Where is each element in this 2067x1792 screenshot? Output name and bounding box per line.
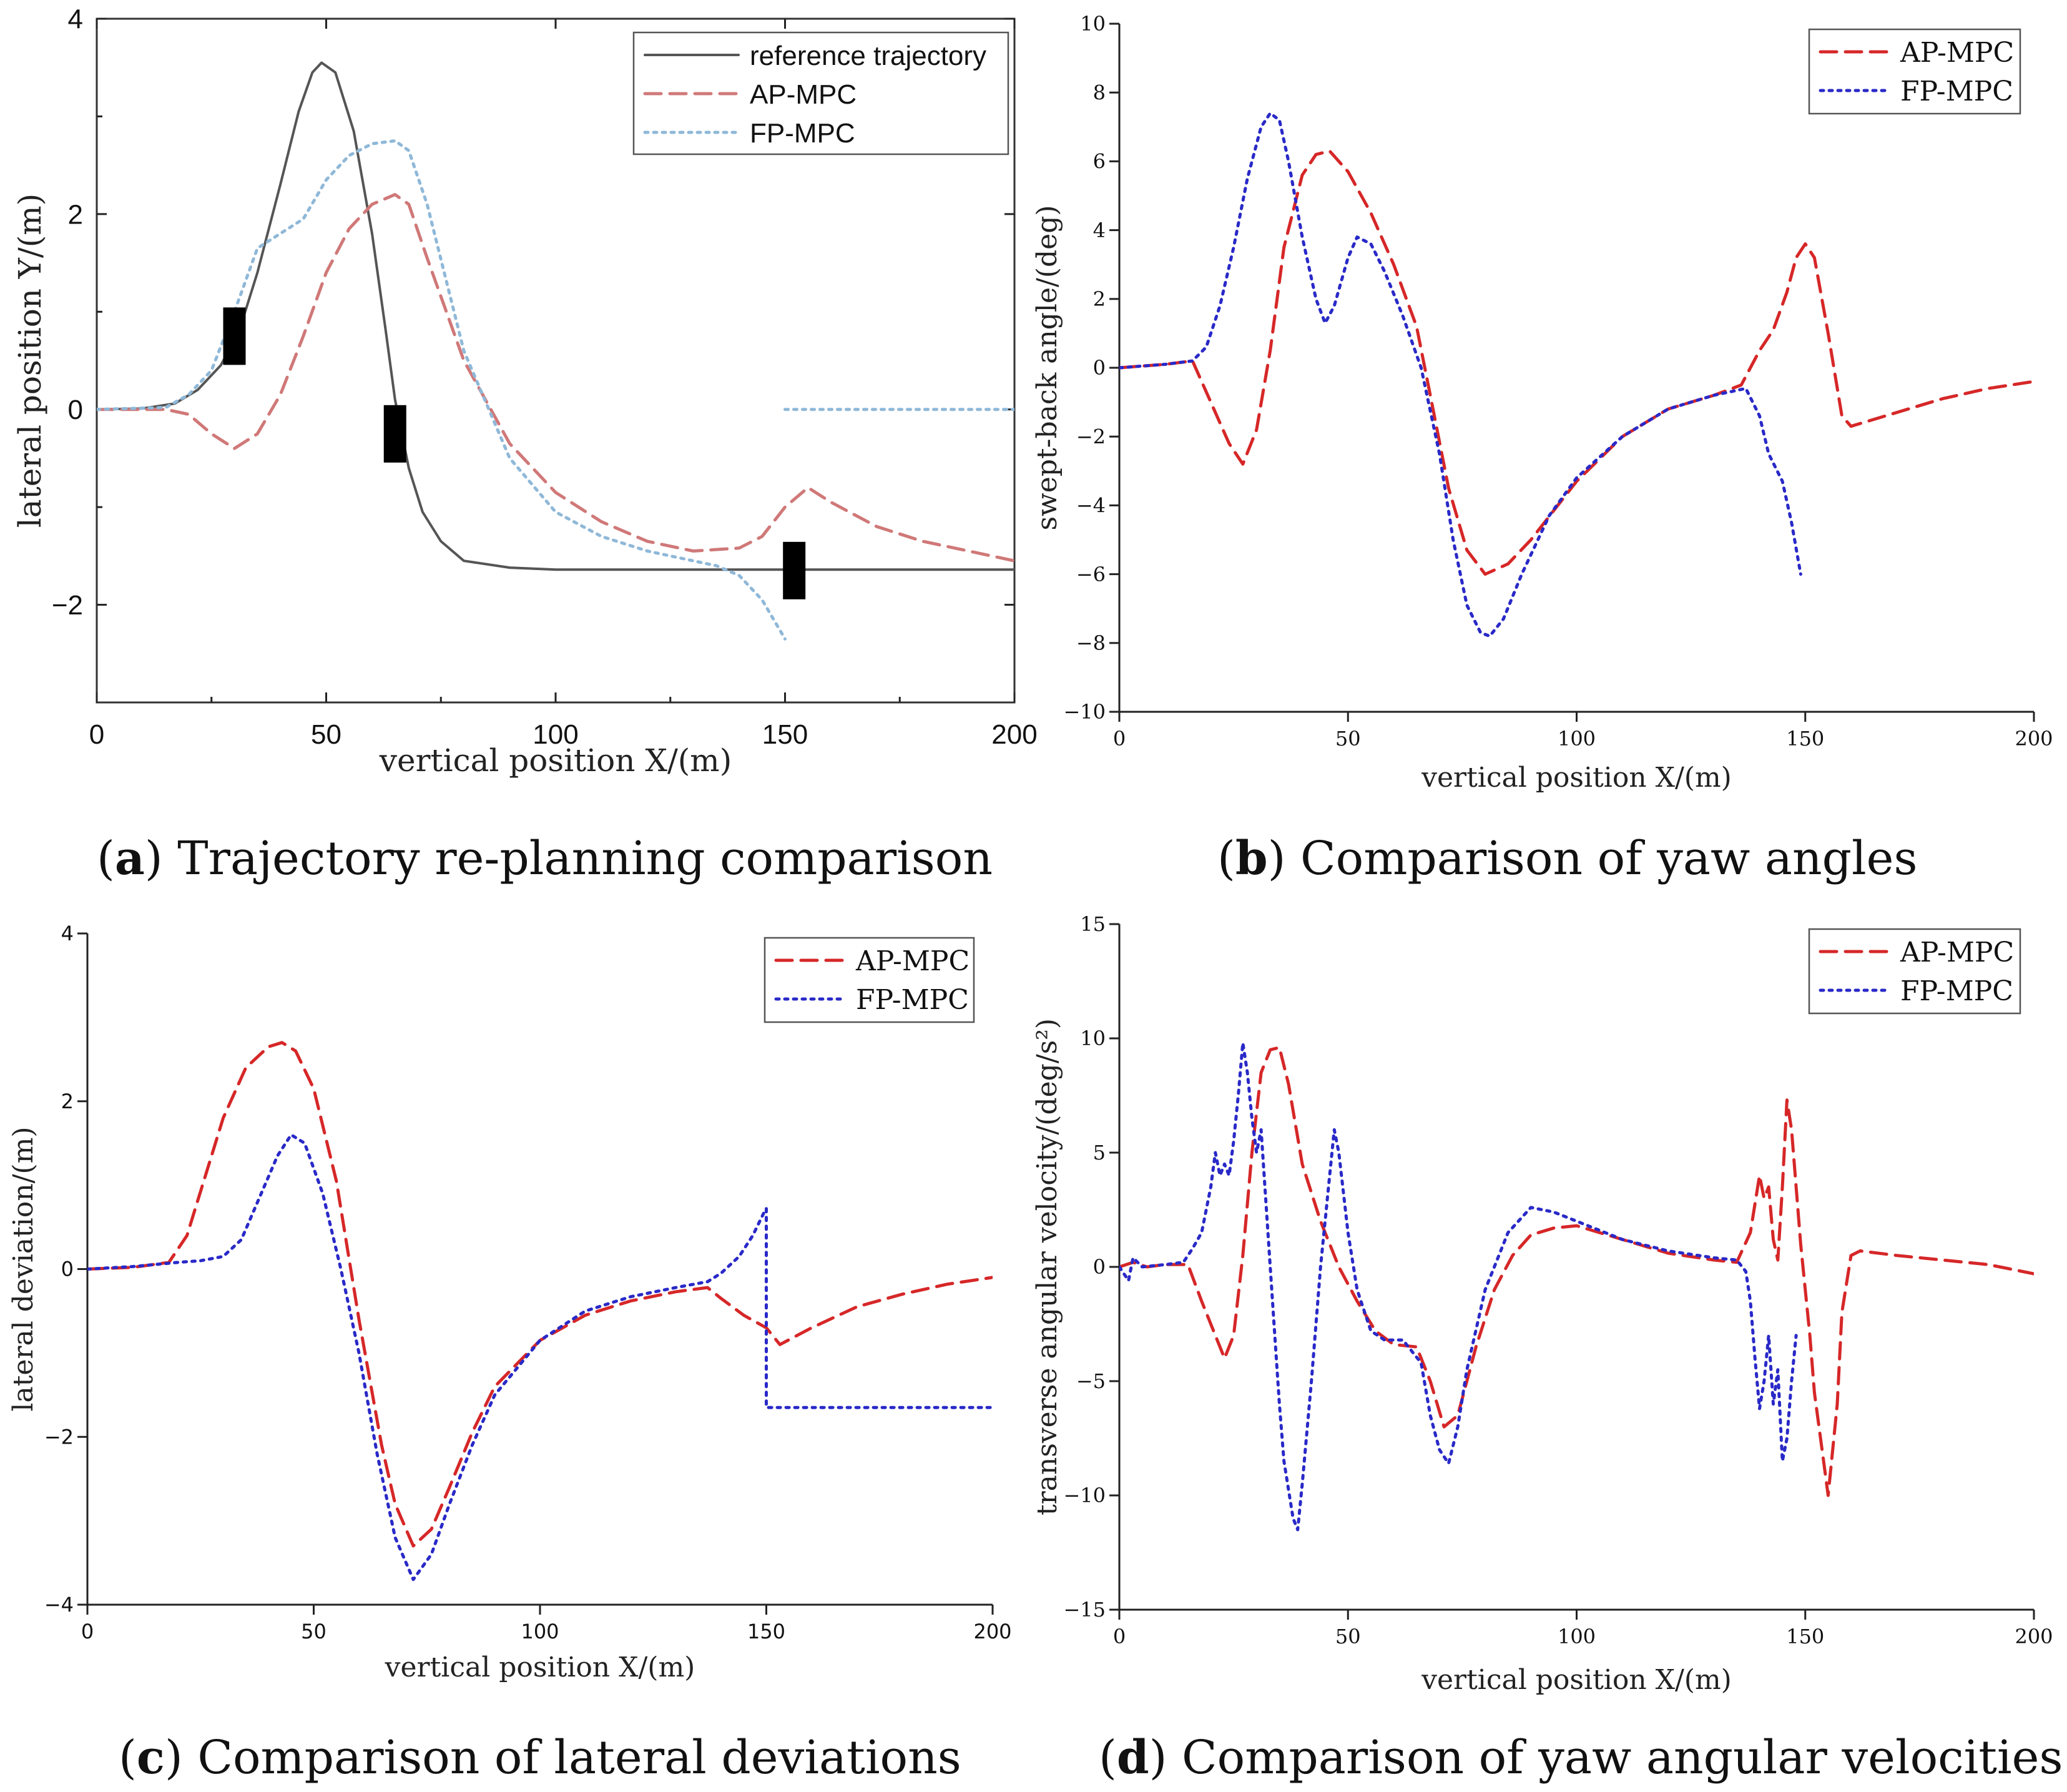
- x-tick-label: 150: [747, 1620, 785, 1643]
- y-tick-label: −10: [1063, 700, 1106, 724]
- series-ap-mpc: [97, 193, 1014, 563]
- y-tick-label: 0: [68, 395, 83, 425]
- y-tick-label: 10: [1080, 12, 1106, 36]
- obstacle-vehicle: [783, 541, 806, 599]
- caption-c-letter: c: [137, 1731, 165, 1785]
- chart-a-trajectory: 0 50 100 150 200 −2 0 2 4 vertical position X/(m)…: [12, 4, 1038, 779]
- y-tick-label: 2: [68, 199, 83, 230]
- legend-label: AP-MPC: [1900, 937, 2014, 968]
- obstacle-vehicle: [383, 405, 406, 463]
- y-tick-label: 4: [61, 922, 74, 945]
- x-tick-label: 0: [1113, 727, 1126, 751]
- x-tick-label: 100: [1558, 1625, 1596, 1648]
- x-tick-label: 50: [1335, 727, 1361, 751]
- legend-label: FP-MPC: [1900, 76, 2013, 107]
- caption-a: (a) Trajectory re-planning comparison: [97, 832, 993, 885]
- chart-c-lateral-deviation: 0 50 100 150 200 −4 −2 0 2 4 vertical position X/(…: [7, 922, 1012, 1683]
- x-tick-label: 150: [1786, 727, 1824, 751]
- y-tick-label: 2: [1093, 287, 1106, 311]
- obstacle-vehicle: [223, 307, 246, 365]
- y-tick-label: 10: [1080, 1026, 1106, 1050]
- caption-c-text: Comparison of lateral deviations: [183, 1731, 961, 1785]
- y-tick-label: −2: [52, 590, 83, 621]
- caption-c: (c) Comparison of lateral deviations: [119, 1731, 961, 1785]
- caption-b: (b) Comparison of yaw angles: [1217, 832, 1917, 885]
- y-tick-label: 8: [1093, 81, 1106, 104]
- x-tick-label: 200: [973, 1620, 1011, 1643]
- x-tick-label: 100: [521, 1620, 559, 1643]
- x-axis-label: vertical position X/(m): [1421, 1664, 1732, 1696]
- x-tick-label: 150: [762, 719, 808, 750]
- y-tick-label: 15: [1080, 912, 1106, 936]
- caption-d-letter: d: [1117, 1731, 1149, 1785]
- caption-b-letter: b: [1235, 832, 1268, 885]
- legend-label: AP-MPC: [750, 79, 857, 110]
- x-tick-label: 200: [2015, 1625, 2053, 1648]
- x-tick-label: 50: [311, 719, 341, 750]
- y-tick-label: 0: [1093, 1255, 1106, 1279]
- chart-d-yaw-angular-velocity: 0 50 100 150 200 −15 −10 −5 0 5 10 15 vertical posit…: [1031, 912, 2053, 1696]
- series-fp-mpc: [97, 139, 787, 641]
- x-axis-label: vertical position X/(m): [379, 742, 732, 779]
- y-tick-label: −10: [1063, 1484, 1106, 1507]
- legend-label: FP-MPC: [856, 984, 969, 1016]
- caption-d: (d) Comparison of yaw angular velocities: [1099, 1731, 2063, 1785]
- y-tick-label: 6: [1093, 150, 1106, 174]
- series-ap-mpc: [87, 1041, 993, 1548]
- series-ap-mpc: [1119, 149, 2034, 576]
- series-reference-trajectory: [97, 61, 1014, 571]
- caption-a-letter: a: [115, 832, 145, 885]
- caption-a-text: Trajectory re-planning comparison: [163, 832, 993, 885]
- legend-box: [763, 937, 975, 1023]
- legend-box: [1808, 928, 2021, 1015]
- caption-b-text: Comparison of yaw angles: [1286, 832, 1918, 885]
- caption-d-text: Comparison of yaw angular velocities: [1167, 1731, 2063, 1785]
- y-tick-label: −4: [1076, 494, 1106, 518]
- y-tick-label: 2: [61, 1090, 74, 1113]
- y-axis-label: lateral position Y/(m): [12, 194, 48, 528]
- legend-label: reference trajectory: [750, 41, 986, 71]
- legend-box: [1808, 28, 2021, 115]
- series-ap-mpc: [1119, 1046, 2034, 1497]
- y-tick-label: 0: [61, 1258, 74, 1281]
- x-axis-label: vertical position X/(m): [1421, 762, 1732, 794]
- y-tick-label: 4: [68, 4, 83, 34]
- series-fp-mpc: [1119, 1041, 1798, 1532]
- x-tick-label: 100: [1558, 727, 1596, 751]
- y-axis-label: lateral deviation/(m): [7, 1126, 39, 1411]
- series-fp-mpc-after: [765, 1207, 993, 1409]
- y-axis-label: transverse angular velocity/(deg/s²): [1031, 1018, 1063, 1515]
- legend-label: FP-MPC: [750, 118, 855, 149]
- legend-label: AP-MPC: [1900, 37, 2014, 69]
- x-tick-label: 0: [81, 1620, 94, 1643]
- x-tick-label: 200: [991, 719, 1037, 750]
- series-fp-mpc: [87, 1133, 768, 1582]
- y-tick-label: −2: [44, 1425, 74, 1449]
- x-tick-label: 0: [1113, 1625, 1126, 1648]
- chart-b-yaw-angle: 0 50 100 150 200 −10 −8 −6 −4 −2 0 2 4 6 8 10 vertical p…: [1031, 12, 2053, 794]
- y-tick-label: −4: [44, 1593, 74, 1617]
- x-axis-label: vertical position X/(m): [385, 1652, 695, 1683]
- y-axis-label: swept-back angle/(deg): [1031, 205, 1063, 530]
- y-tick-label: −6: [1076, 563, 1106, 586]
- y-tick-label: 4: [1093, 219, 1106, 242]
- series-fp-mpc: [1119, 111, 1802, 638]
- x-tick-label: 150: [1786, 1625, 1824, 1648]
- x-tick-label: 0: [89, 719, 104, 750]
- y-tick-label: 0: [1093, 356, 1106, 380]
- y-tick-label: −2: [1076, 425, 1106, 448]
- x-tick-label: 50: [301, 1620, 326, 1643]
- x-tick-label: 100: [533, 719, 578, 750]
- y-tick-label: −15: [1063, 1598, 1106, 1622]
- legend-label: FP-MPC: [1900, 975, 2013, 1007]
- x-tick-label: 50: [1335, 1625, 1361, 1648]
- y-tick-label: −5: [1076, 1369, 1106, 1393]
- y-tick-label: −8: [1076, 631, 1106, 655]
- x-tick-label: 200: [2015, 727, 2053, 751]
- y-tick-label: 5: [1093, 1141, 1106, 1164]
- legend-label: AP-MPC: [855, 945, 970, 977]
